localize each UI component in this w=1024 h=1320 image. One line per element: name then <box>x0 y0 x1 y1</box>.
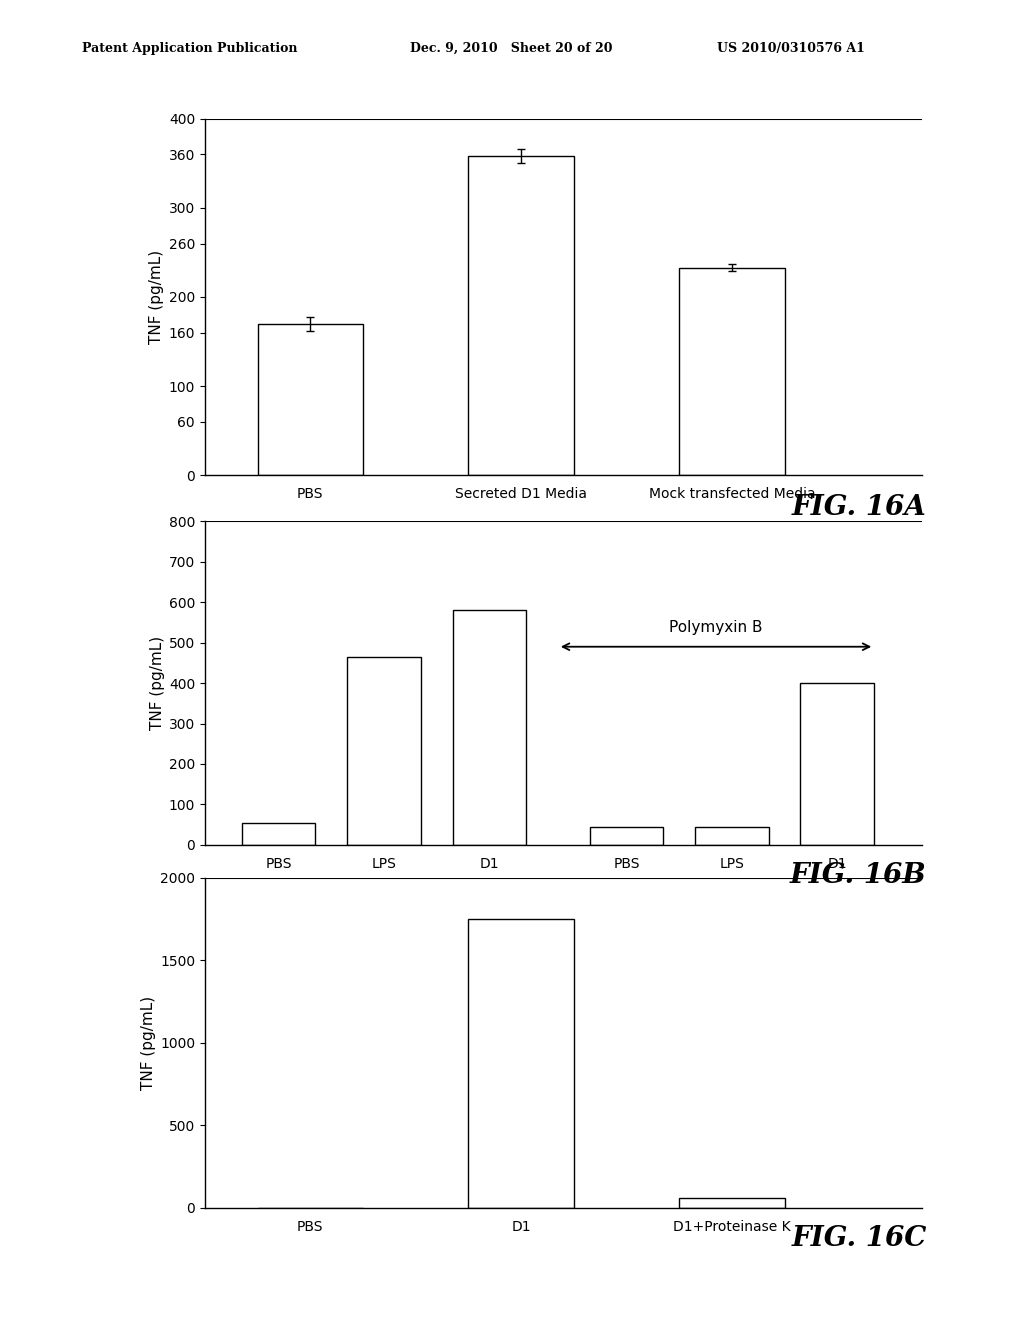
Text: FIG. 16B: FIG. 16B <box>790 862 927 888</box>
Text: FIG. 16C: FIG. 16C <box>792 1225 927 1251</box>
Y-axis label: TNF (pg/mL): TNF (pg/mL) <box>140 995 156 1090</box>
Bar <box>257 323 362 475</box>
Bar <box>695 826 769 845</box>
Bar <box>453 610 526 845</box>
Y-axis label: TNF (pg/mL): TNF (pg/mL) <box>150 249 165 345</box>
Y-axis label: TNF (pg/mL): TNF (pg/mL) <box>150 636 165 730</box>
Bar <box>679 268 784 475</box>
Bar <box>468 156 573 475</box>
Text: Polymyxin B: Polymyxin B <box>670 620 763 635</box>
Text: Dec. 9, 2010   Sheet 20 of 20: Dec. 9, 2010 Sheet 20 of 20 <box>410 42 612 55</box>
Text: Patent Application Publication: Patent Application Publication <box>82 42 297 55</box>
Bar <box>801 684 874 845</box>
Bar <box>590 826 664 845</box>
Bar <box>347 657 421 845</box>
Text: FIG. 16A: FIG. 16A <box>792 494 927 520</box>
Bar <box>679 1199 784 1208</box>
Bar <box>242 822 315 845</box>
Text: US 2010/0310576 A1: US 2010/0310576 A1 <box>717 42 864 55</box>
Bar <box>468 919 573 1208</box>
